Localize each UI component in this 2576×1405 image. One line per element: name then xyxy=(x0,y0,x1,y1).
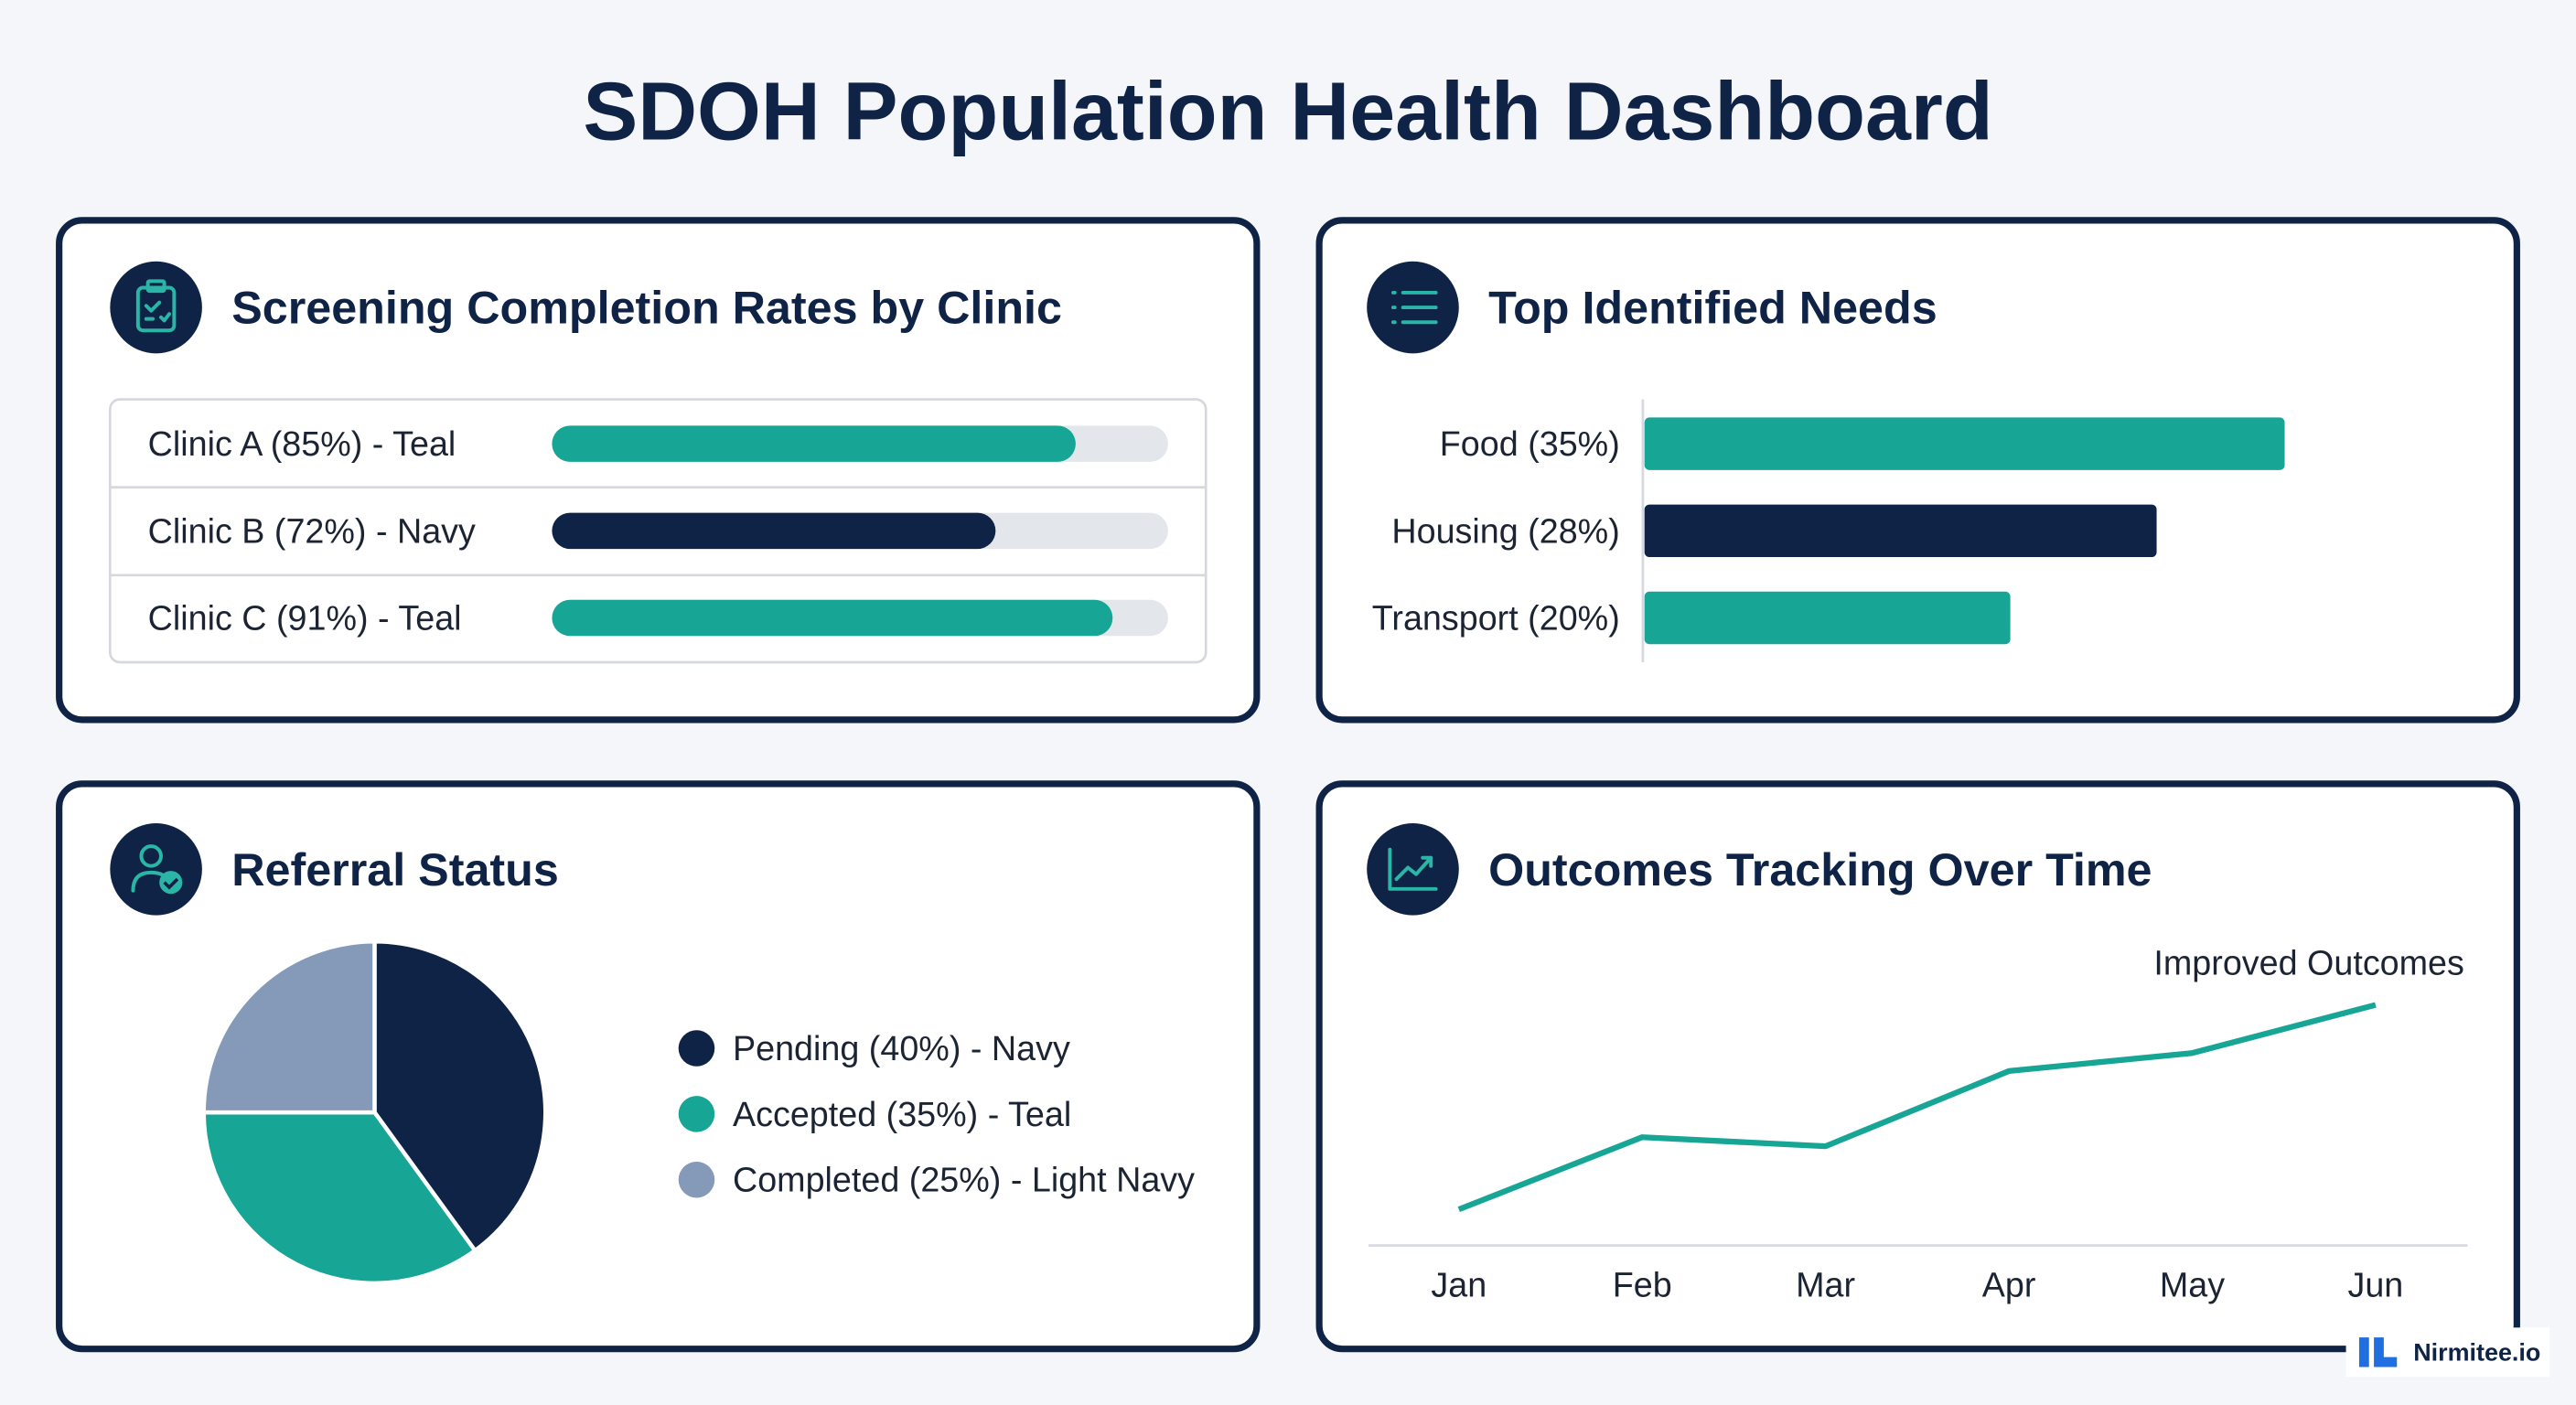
x-tick-label: May xyxy=(2160,1266,2225,1304)
icon-list xyxy=(1367,261,1459,354)
bar xyxy=(552,599,1113,637)
legend-label: Completed (25%) - Light Navy xyxy=(733,1161,1195,1199)
x-tick-label: Mar xyxy=(1796,1266,1855,1304)
brand: Nirmitee.io xyxy=(2345,1327,2550,1378)
x-tick-label: Jun xyxy=(2347,1266,2403,1304)
brand-logo xyxy=(2358,1337,2398,1367)
icon-user-check xyxy=(110,823,202,916)
legend-label: Pending (40%) - Navy xyxy=(733,1029,1070,1067)
x-tick-label: Apr xyxy=(1982,1266,2036,1304)
category-label: Clinic C (91%) - Teal xyxy=(148,599,462,638)
icon-clipboard xyxy=(110,261,202,354)
category-label: Food (35%) xyxy=(1440,424,1620,463)
brand-name: Nirmitee.io xyxy=(2413,1338,2540,1366)
panel-title: Outcomes Tracking Over Time xyxy=(1488,843,2152,896)
pie-slice xyxy=(372,939,548,1254)
pie-slice xyxy=(201,939,377,1115)
legend-swatch xyxy=(678,1161,715,1198)
legend-swatch xyxy=(678,1030,715,1067)
x-tick-label: Jan xyxy=(1431,1266,1487,1304)
legend-swatch xyxy=(678,1096,715,1132)
bar xyxy=(552,512,996,550)
bar xyxy=(552,425,1076,462)
annotation: Improved Outcomes xyxy=(2153,944,2463,982)
panel-title: Referral Status xyxy=(231,843,559,896)
x-tick-label: Feb xyxy=(1613,1266,1672,1304)
bar xyxy=(1644,591,2011,645)
panel-title: Top Identified Needs xyxy=(1488,282,1937,334)
category-label: Housing (28%) xyxy=(1391,511,1619,550)
icon-trend xyxy=(1367,823,1459,916)
page-title: SDOH Population Health Dashboard xyxy=(583,66,1992,157)
bar xyxy=(1644,417,2285,470)
legend-label: Accepted (35%) - Teal xyxy=(733,1095,1071,1133)
pie-slice xyxy=(201,1110,478,1286)
panel-title: Screening Completion Rates by Clinic xyxy=(231,282,1062,334)
category-label: Transport (20%) xyxy=(1372,599,1620,638)
bar xyxy=(1644,504,2157,558)
category-label: Clinic A (85%) - Teal xyxy=(148,424,456,463)
panel xyxy=(1315,780,2520,1353)
category-label: Clinic B (72%) - Navy xyxy=(148,511,476,550)
line xyxy=(1457,1002,2377,1213)
